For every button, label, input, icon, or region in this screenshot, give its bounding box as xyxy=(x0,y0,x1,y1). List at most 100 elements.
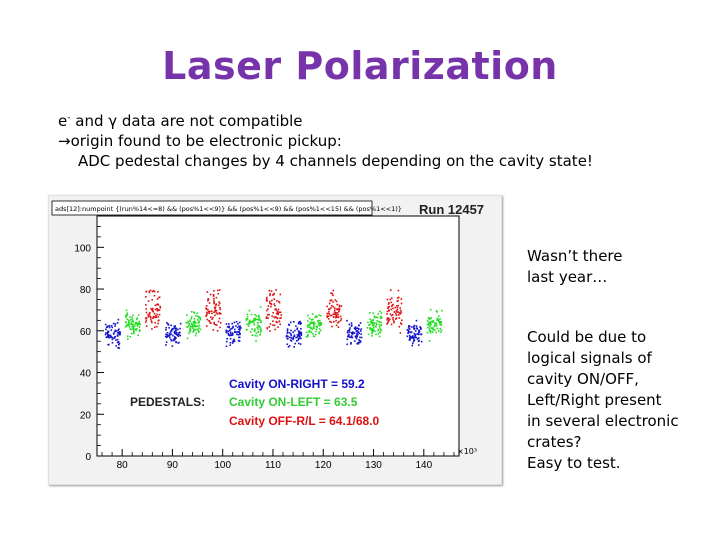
data-point xyxy=(435,325,438,327)
data-point xyxy=(219,326,221,329)
data-point xyxy=(357,327,360,330)
data-point xyxy=(372,326,375,329)
data-point xyxy=(270,290,273,292)
data-point xyxy=(420,328,422,331)
data-point xyxy=(214,307,216,310)
data-point xyxy=(314,316,316,319)
data-point xyxy=(317,320,320,323)
data-point xyxy=(427,324,430,326)
data-point xyxy=(174,332,176,335)
data-point xyxy=(173,336,176,338)
data-point xyxy=(346,319,348,322)
data-point xyxy=(309,326,312,329)
data-point xyxy=(390,305,393,308)
data-point xyxy=(440,324,443,326)
data-point xyxy=(114,335,116,338)
data-point xyxy=(149,312,151,314)
data-point xyxy=(292,331,295,334)
data-point xyxy=(268,289,271,292)
data-point xyxy=(187,320,189,323)
slide-title: Laser Polarization xyxy=(162,44,558,88)
data-point xyxy=(238,328,240,331)
data-point xyxy=(148,313,151,315)
data-point xyxy=(396,308,399,311)
data-point xyxy=(238,340,241,342)
data-point xyxy=(118,347,121,349)
note2-line: Could be due to xyxy=(527,328,647,346)
data-point xyxy=(135,318,138,321)
data-point xyxy=(417,333,419,335)
data-point xyxy=(359,330,362,332)
data-point xyxy=(332,313,335,316)
data-point xyxy=(332,306,335,308)
data-point xyxy=(337,326,340,329)
data-point xyxy=(236,333,238,336)
data-point xyxy=(346,335,349,338)
data-point xyxy=(298,331,300,334)
data-point xyxy=(136,325,139,327)
note2-line: crates? xyxy=(527,433,582,451)
data-point xyxy=(131,316,133,319)
data-point xyxy=(128,325,131,328)
data-point xyxy=(175,329,178,332)
data-point xyxy=(319,319,321,322)
data-point xyxy=(295,340,298,342)
data-point xyxy=(266,327,269,329)
data-point xyxy=(168,327,170,329)
data-point xyxy=(135,329,137,331)
data-point xyxy=(270,305,272,308)
data-point xyxy=(293,335,296,338)
data-point xyxy=(299,320,301,323)
data-point xyxy=(392,318,394,321)
note1-line: Wasn’t there xyxy=(527,247,623,265)
data-point xyxy=(266,299,268,302)
data-point xyxy=(439,322,441,324)
data-point xyxy=(116,322,119,324)
data-point xyxy=(331,325,333,328)
data-point xyxy=(173,339,176,341)
run-label: Run 12457 xyxy=(419,202,484,217)
data-point xyxy=(326,316,329,318)
data-point xyxy=(388,319,390,322)
data-point xyxy=(289,339,292,341)
data-point xyxy=(288,344,291,347)
data-point xyxy=(116,338,119,341)
data-point xyxy=(272,324,274,326)
data-point xyxy=(386,298,389,301)
data-point xyxy=(133,331,135,334)
data-point xyxy=(198,320,200,323)
data-point xyxy=(416,328,419,330)
data-point xyxy=(336,308,338,310)
data-point xyxy=(438,315,440,317)
electron-charge: - xyxy=(67,113,71,123)
data-point xyxy=(348,329,351,332)
data-point xyxy=(414,335,417,337)
data-point xyxy=(155,315,157,317)
data-point xyxy=(335,316,338,318)
data-point xyxy=(298,333,300,336)
data-point xyxy=(371,329,373,332)
data-point xyxy=(436,317,439,320)
data-point xyxy=(277,326,279,328)
data-point xyxy=(358,332,360,335)
data-point xyxy=(246,313,249,316)
data-point xyxy=(186,337,189,340)
data-point xyxy=(432,321,434,323)
y-tick-label: 0 xyxy=(85,452,91,463)
data-point xyxy=(272,311,275,314)
data-point xyxy=(213,300,215,302)
data-point xyxy=(326,312,329,315)
x-tick-label: 110 xyxy=(265,460,281,471)
data-point xyxy=(207,308,209,311)
note2-line: cavity ON/OFF, xyxy=(527,370,639,388)
data-point xyxy=(437,319,440,322)
data-point xyxy=(406,329,409,331)
data-point xyxy=(187,325,189,328)
data-point xyxy=(288,336,291,339)
data-point xyxy=(440,329,443,332)
note2-line: Easy to test. xyxy=(527,454,621,472)
data-point xyxy=(413,325,415,328)
data-point xyxy=(131,324,133,326)
data-point xyxy=(286,329,289,332)
pedestals-label: PEDESTALS: xyxy=(130,395,205,409)
